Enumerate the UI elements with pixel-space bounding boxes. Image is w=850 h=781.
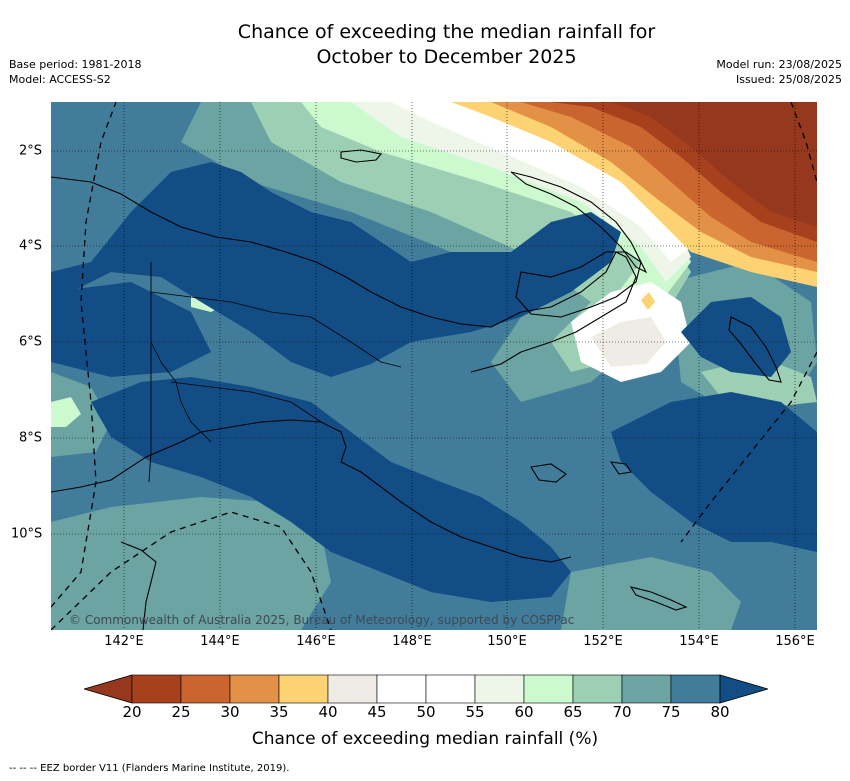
model-name: Model: ACCESS-S2 xyxy=(9,73,111,86)
x-tick-142e: 142°E xyxy=(104,634,144,649)
new-ireland xyxy=(510,171,648,274)
colorbar-tick-80: 80 xyxy=(710,703,730,721)
x-tick-154e: 154°E xyxy=(679,634,719,649)
x-tick-156e: 156°E xyxy=(775,634,815,649)
border-png-indonesia xyxy=(148,262,152,483)
eez-border-east xyxy=(680,351,817,543)
y-tick-4s: 4°S xyxy=(19,238,43,254)
colorbar-tick-65: 65 xyxy=(563,703,583,721)
colorbar-tick-45: 45 xyxy=(367,703,387,721)
colorbar-bin-60-65 xyxy=(523,674,574,704)
colorbar-tick-30: 30 xyxy=(220,703,240,721)
copyright-notice: © Commonwealth of Australia 2025, Bureau… xyxy=(69,613,574,627)
field-over-75-west xyxy=(51,282,211,377)
field-below-20-north xyxy=(611,102,817,227)
field-65-70-west xyxy=(51,372,111,457)
colorbar-tick-40: 40 xyxy=(318,703,338,721)
louisiade-archipelago xyxy=(629,586,688,611)
eez-borders xyxy=(51,102,817,630)
colorbar-bin-55-60 xyxy=(474,674,525,704)
x-tick-144e: 144°E xyxy=(200,634,240,649)
field-over-75-main xyxy=(51,162,621,377)
y-tick-10s: 10°S xyxy=(11,526,43,542)
new-britain xyxy=(515,251,642,318)
australia-cape-york xyxy=(120,541,157,630)
field-50-55-north xyxy=(351,102,691,282)
coastline xyxy=(51,149,782,630)
colorbar-tick-70: 70 xyxy=(612,703,632,721)
rainfall-map: © Commonwealth of Australia 2025, Bureau… xyxy=(51,102,817,630)
colorbar-under-arrow xyxy=(84,674,133,704)
bougainville xyxy=(728,316,782,383)
field-over-75-south xyxy=(91,377,571,602)
title-line-2: October to December 2025 xyxy=(316,46,577,68)
province-borders-2 xyxy=(170,381,322,423)
eez-border-north-east xyxy=(790,102,817,183)
colorbar-bin-70-75 xyxy=(621,674,672,704)
d-entrecasteaux-islands xyxy=(530,463,567,483)
colorbar-bin-65-70 xyxy=(572,674,623,704)
colorbar-bin-35-40 xyxy=(278,674,329,704)
colorbar-label: Chance of exceeding median rainfall (%) xyxy=(251,729,599,749)
colorbar-bin-20-25 xyxy=(131,674,182,704)
field-65-70-south xyxy=(51,497,331,630)
colorbar-bin-75-80 xyxy=(670,674,721,704)
probability-fields xyxy=(51,102,817,630)
y-tick-6s: 6°S xyxy=(19,334,43,350)
colorbar-tick-60: 60 xyxy=(514,703,534,721)
x-tick-152e: 152°E xyxy=(583,634,623,649)
eez-border-north-west xyxy=(51,102,117,608)
gridlines xyxy=(51,102,817,630)
colorbar-bin-25-30 xyxy=(180,674,231,704)
field-40-45-spot xyxy=(641,292,655,310)
title-line-1: Chance of exceeding the median rainfall … xyxy=(237,21,656,43)
field-over-75-east-coast xyxy=(681,297,791,377)
field-55-60-west xyxy=(51,397,81,427)
new-guinea-south-coast xyxy=(51,419,572,563)
chart-title: Chance of exceeding the median rainfall … xyxy=(0,20,850,70)
eez-footnote: -- -- -- EEZ border V11 (Flanders Marine… xyxy=(9,763,290,774)
meta-right: Model run: 23/08/2025 Issued: 25/08/2025 xyxy=(716,57,842,87)
colorbar-over-arrow xyxy=(719,674,768,704)
fly-river xyxy=(150,341,212,443)
trobriand-islands xyxy=(609,461,632,475)
colorbar-bin-40-45 xyxy=(327,674,378,704)
x-tick-148e: 148°E xyxy=(392,634,432,649)
colorbar-bin-30-35 xyxy=(229,674,280,704)
model-run: Model run: 23/08/2025 xyxy=(716,58,842,71)
field-65-70-south-east xyxy=(561,557,741,630)
colorbar-tick-20: 20 xyxy=(122,703,142,721)
x-tick-150e: 150°E xyxy=(487,634,527,649)
field-over-75-east xyxy=(611,392,817,552)
colorbar-tick-55: 55 xyxy=(465,703,485,721)
manus-island xyxy=(340,149,383,163)
field-40-45-east xyxy=(591,317,666,367)
y-tick-8s: 8°S xyxy=(19,430,43,446)
colorbar-bin-45-50 xyxy=(376,674,427,704)
colorbar-tick-35: 35 xyxy=(269,703,289,721)
meta-left: Base period: 1981-2018 Model: ACCESS-S2 xyxy=(9,57,141,87)
base-period: Base period: 1981-2018 xyxy=(9,58,142,71)
issued-date: Issued: 25/08/2025 xyxy=(735,73,842,86)
y-tick-2s: 2°S xyxy=(19,143,43,159)
new-guinea-north-coast xyxy=(51,176,637,373)
colorbar xyxy=(84,674,768,704)
colorbar-tick-75: 75 xyxy=(661,703,681,721)
colorbar-bin-50-55 xyxy=(425,674,476,704)
x-tick-146e: 146°E xyxy=(296,634,336,649)
province-borders-1 xyxy=(150,291,402,368)
colorbar-tick-25: 25 xyxy=(171,703,191,721)
colorbar-tick-50: 50 xyxy=(416,703,436,721)
